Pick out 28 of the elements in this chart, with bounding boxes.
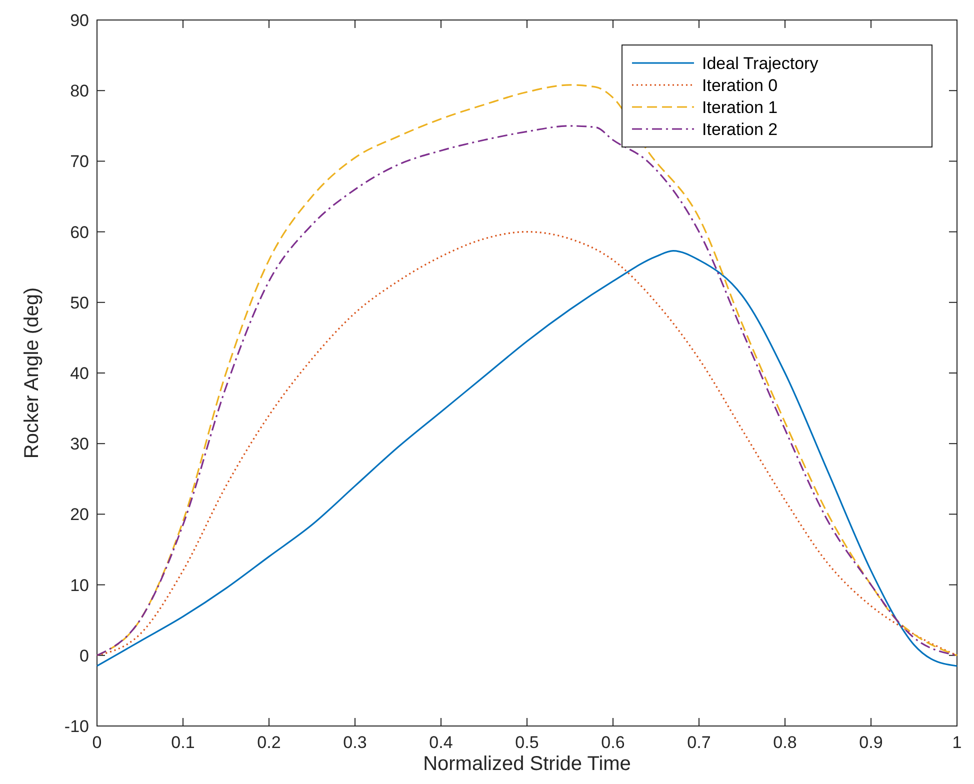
legend-label: Iteration 1 [702, 98, 778, 117]
x-axis-title: Normalized Stride Time [423, 753, 631, 775]
y-tick-label: 90 [70, 11, 89, 30]
x-tick-label: 0.9 [859, 733, 883, 752]
x-tick-label: 0.8 [773, 733, 797, 752]
x-tick-label: 0.5 [515, 733, 539, 752]
legend-label: Iteration 0 [702, 76, 778, 95]
x-tick-label: 0.3 [343, 733, 367, 752]
y-tick-label: 0 [80, 646, 89, 666]
x-tick-label: 0.4 [429, 733, 453, 752]
y-tick-label: 50 [70, 293, 89, 312]
x-tick-label: 0.6 [601, 733, 625, 752]
y-tick-label: 80 [70, 82, 89, 101]
legend-label: Ideal Trajectory [702, 54, 819, 73]
y-tick-label: 10 [70, 576, 89, 595]
x-tick-label: 0.1 [171, 733, 195, 752]
y-tick-label: 60 [70, 222, 89, 242]
y-axis-title: Rocker Angle (deg) [21, 287, 43, 459]
y-tick-label: 70 [70, 152, 89, 172]
y-tick-label: 20 [70, 505, 89, 524]
y-tick-label: 30 [70, 434, 89, 454]
y-tick-label: 40 [70, 364, 89, 383]
x-tick-label: 1 [952, 733, 962, 752]
x-tick-label: 0.2 [257, 733, 281, 752]
y-tick-label: -10 [64, 717, 89, 736]
legend-label: Iteration 2 [702, 120, 778, 139]
x-tick-label: 0.7 [687, 733, 711, 752]
x-tick-label: 0 [92, 733, 102, 752]
